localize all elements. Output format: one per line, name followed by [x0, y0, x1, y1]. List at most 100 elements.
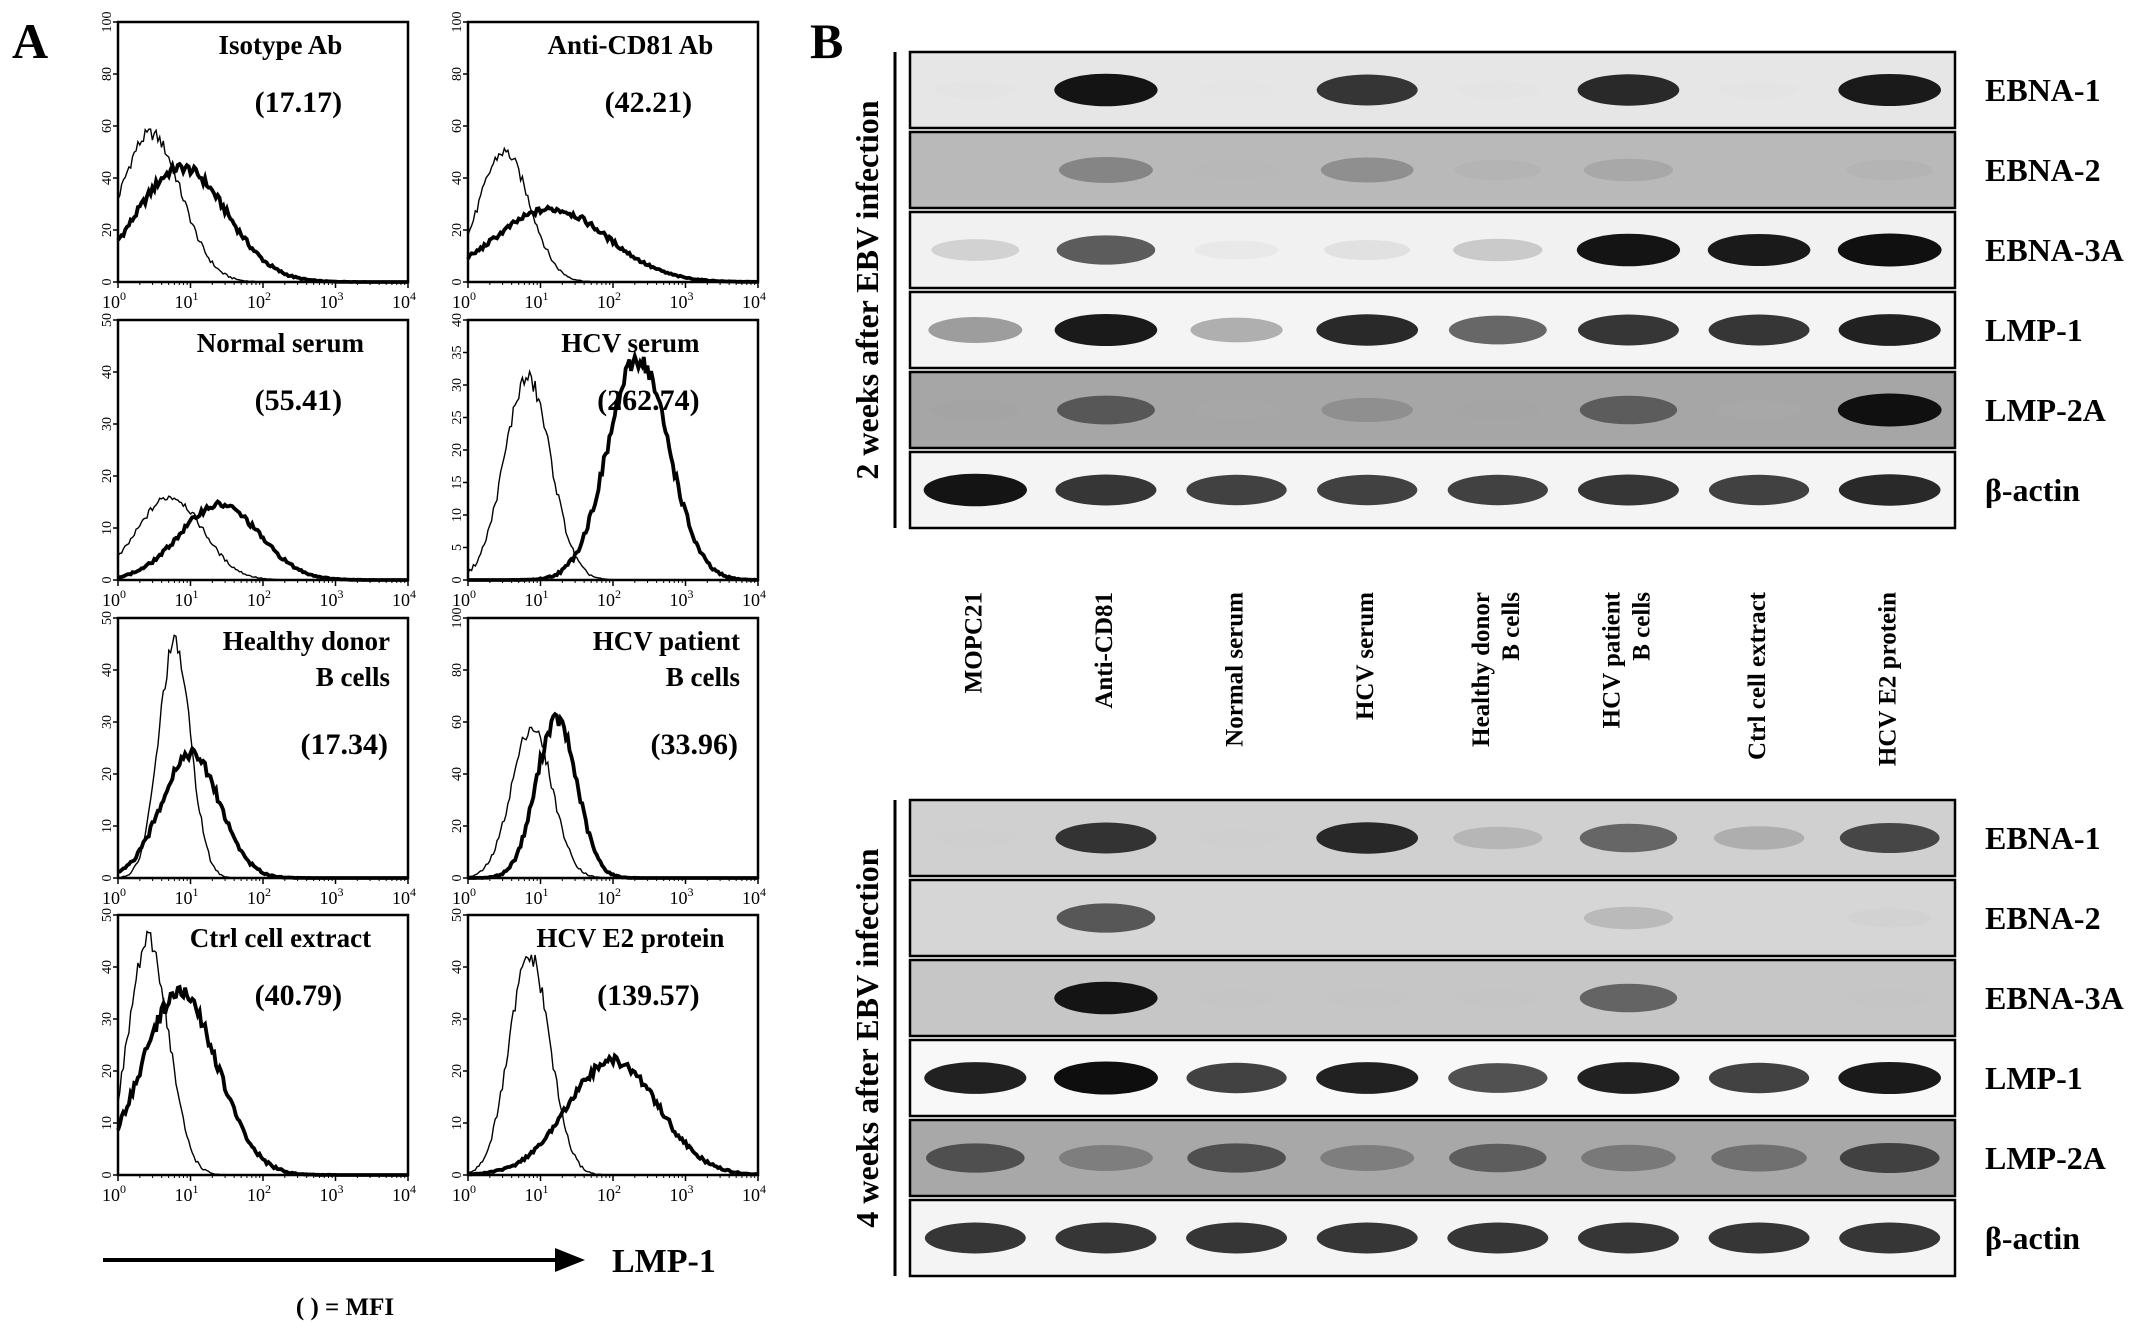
y-tick-label: 35	[450, 346, 465, 360]
y-tick-label: 15	[450, 476, 465, 490]
protein-band	[1195, 81, 1278, 99]
lmp1-axis-label: LMP-1	[612, 1243, 716, 1280]
histogram-frame	[116, 913, 410, 1177]
protein-band	[1707, 233, 1811, 267]
histogram-title: Anti-CD81 Ab	[548, 30, 714, 60]
protein-band	[1320, 157, 1414, 183]
y-tick-label: 40	[450, 313, 465, 327]
x-tick-label: 101	[525, 885, 549, 908]
protein-band	[1320, 1145, 1415, 1171]
y-tick-label: 0	[100, 279, 115, 286]
timepoint-label: 2 weeks after EBV infection	[849, 100, 885, 479]
protein-band	[1195, 989, 1278, 1007]
y-tick-label: 0	[100, 577, 115, 584]
protein-band	[1583, 158, 1674, 182]
protein-band	[1056, 235, 1156, 265]
protein-band	[1055, 474, 1157, 506]
y-tick-label: 20	[450, 223, 465, 237]
protein-band	[1577, 314, 1679, 346]
protein-band	[1324, 239, 1411, 261]
x-tick-label: 102	[597, 587, 621, 610]
protein-band	[934, 909, 1017, 927]
protein-band	[934, 829, 1017, 847]
y-tick-label: 10	[100, 819, 115, 833]
protein-band	[1058, 1145, 1153, 1171]
x-tick-label: 101	[525, 587, 549, 610]
protein-band	[1056, 903, 1156, 933]
protein-band	[1846, 159, 1933, 181]
control-histogram-curve	[467, 368, 758, 581]
protein-band	[1711, 1144, 1807, 1172]
protein-band	[926, 1143, 1025, 1173]
x-tick-label: 102	[247, 885, 271, 908]
lmp1-axis-arrow-head	[555, 1248, 585, 1272]
protein-band	[1577, 474, 1679, 506]
protein-band	[1326, 909, 1408, 927]
y-tick-label: 60	[450, 715, 465, 729]
protein-band	[1187, 1143, 1286, 1173]
x-tick-label: 103	[670, 1182, 694, 1205]
protein-band	[1579, 823, 1678, 853]
x-tick-label: 103	[320, 587, 344, 610]
protein-band	[1847, 908, 1932, 928]
protein-band	[1448, 315, 1547, 345]
protein-band	[1449, 1143, 1547, 1173]
protein-band	[1457, 909, 1539, 927]
lane-label: Healthy donor	[1468, 592, 1495, 747]
protein-band	[1579, 395, 1678, 425]
y-tick-label: 20	[450, 443, 465, 457]
y-tick-label: 25	[450, 411, 465, 425]
y-tick-label: 10	[450, 508, 465, 522]
histogram-3: 0 10 20 30 40 50 100 101 102 103 104 Normal serum (5…	[100, 313, 416, 610]
band-label: EBNA-3A	[1985, 980, 2124, 1016]
x-tick-label: 102	[247, 1182, 271, 1205]
x-tick-label: 103	[670, 587, 694, 610]
histogram-7: 0 10 20 30 40 50 100 101 102 103 104 Ctrl cell extr…	[100, 908, 416, 1205]
protein-band	[1717, 989, 1801, 1007]
band-label: LMP-1	[1985, 312, 2083, 348]
y-tick-label: 40	[100, 171, 115, 185]
band-label: β-actin	[1985, 472, 2080, 508]
histogram-mfi: (42.21)	[605, 86, 692, 119]
treated-histogram-curve	[467, 1052, 759, 1177]
x-tick-label: 100	[452, 289, 476, 312]
x-tick-label: 100	[452, 1182, 476, 1205]
protein-band	[1839, 1222, 1941, 1254]
band-label: β-actin	[1985, 1220, 2080, 1256]
protein-band	[1848, 988, 1932, 1008]
protein-band	[923, 473, 1027, 507]
lane-label: B cells	[1498, 592, 1525, 661]
y-tick-label: 40	[450, 960, 465, 974]
protein-band	[1839, 822, 1940, 854]
protein-band	[1186, 1062, 1287, 1094]
protein-band	[931, 399, 1019, 421]
y-tick-label: 30	[100, 715, 115, 729]
mfi-note: ( ) = MFI	[296, 1294, 394, 1321]
x-tick-label: 100	[102, 1182, 126, 1205]
protein-band	[1579, 983, 1678, 1013]
protein-band	[1708, 474, 1810, 506]
treated-histogram-curve	[468, 711, 758, 880]
blot-row: LMP-2A	[908, 1118, 2106, 1198]
treated-histogram-curve	[466, 204, 759, 284]
histogram-title: Normal serum	[197, 328, 365, 358]
y-tick-label: 20	[100, 767, 115, 781]
blot-row: EBNA-2	[908, 130, 2101, 210]
y-tick-label: 5	[450, 544, 465, 551]
panel-b-letter: B	[810, 13, 843, 69]
histogram-title: B cells	[316, 662, 390, 692]
control-histogram-curve	[467, 954, 758, 1176]
protein-band	[1316, 1222, 1418, 1254]
y-tick-label: 10	[450, 1116, 465, 1130]
protein-band	[1054, 313, 1158, 347]
protein-band	[1058, 157, 1153, 183]
band-label: EBNA-2	[1985, 900, 2101, 936]
y-tick-label: 10	[100, 521, 115, 535]
histogram-title: HCV patient	[593, 626, 740, 656]
protein-band	[1837, 233, 1942, 267]
treated-histogram-curve	[116, 159, 408, 284]
blot-row: EBNA-2	[908, 878, 2101, 958]
protein-band	[1453, 826, 1543, 850]
band-label: EBNA-2	[1985, 152, 2101, 188]
y-tick-label: 40	[100, 365, 115, 379]
